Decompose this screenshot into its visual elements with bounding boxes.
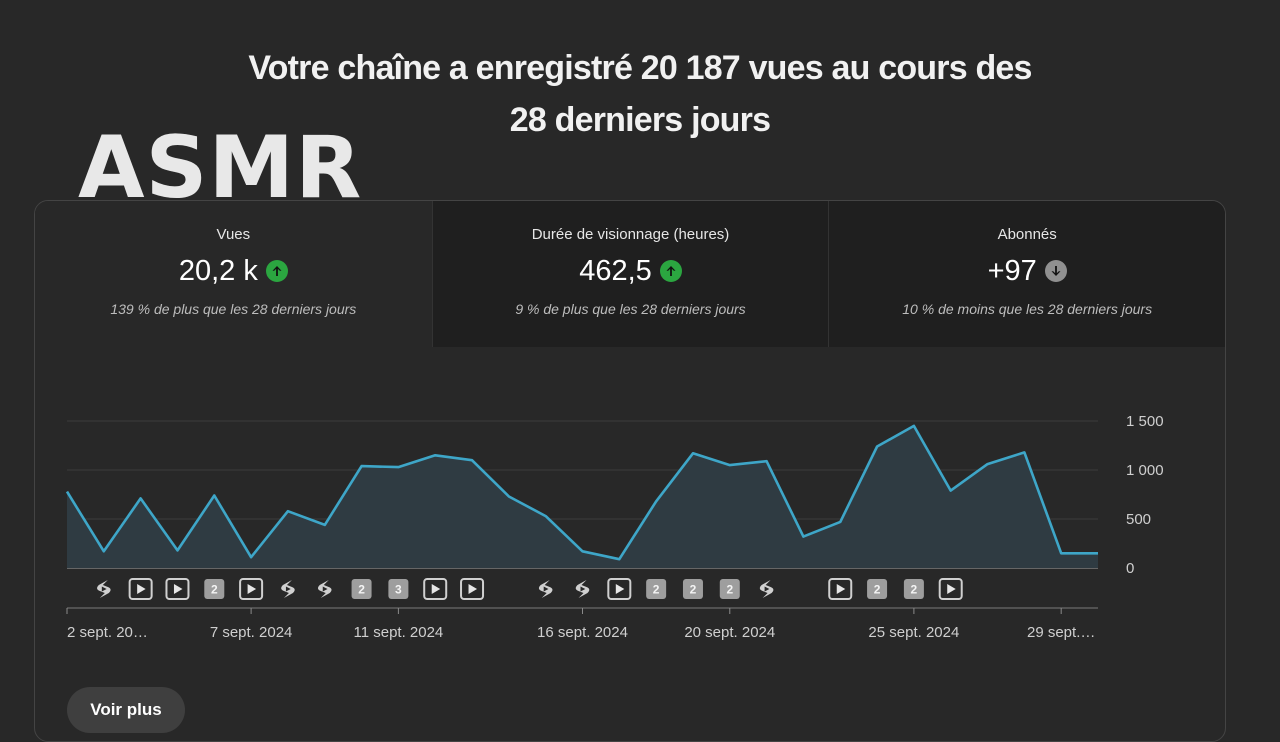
see-more-button[interactable]: Voir plus <box>67 687 185 733</box>
x-tick-label: 20 sept. 2024 <box>684 624 775 641</box>
play-icon-glyph <box>947 584 956 594</box>
tab-value: 20,2 k <box>178 254 258 287</box>
tab-compare: 10 % de moins que les 28 derniers jours <box>902 301 1153 317</box>
tab-value-row: 462,5 <box>433 253 829 289</box>
arrow-up-icon <box>265 260 288 282</box>
play-icon <box>938 578 963 600</box>
count-badge <box>646 579 667 599</box>
play-icon-glyph <box>431 584 441 594</box>
play-icon-glyph <box>173 584 183 594</box>
count-badge-label: 2 <box>726 583 733 597</box>
tab-watch-time[interactable]: Durée de visionnage (heures) 462,5 9 % d… <box>431 201 829 347</box>
tab-value: +97 <box>987 254 1037 287</box>
play-icon <box>165 578 190 600</box>
y-tick-label: 1 000 <box>1126 462 1164 479</box>
arrow-down-icon <box>1044 260 1067 282</box>
x-tick-label: 7 sept. 2024 <box>210 624 293 641</box>
x-tick-label: 25 sept. 2024 <box>868 624 959 641</box>
shorts-icon-glyph <box>764 586 770 592</box>
page-headline: Votre chaîne a enregistré 20 187 vues au… <box>0 42 1280 146</box>
count-badge-label: 2 <box>874 583 881 597</box>
count-badge-label: 2 <box>911 583 918 597</box>
play-icon-glyph <box>247 584 257 594</box>
count-badge <box>903 579 924 599</box>
y-tick-label: 0 <box>1126 560 1134 577</box>
x-tick-label: 2 sept. 20… <box>67 624 148 641</box>
headline-line-1: Votre chaîne a enregistré 20 187 vues au… <box>248 49 1032 87</box>
play-icon <box>128 578 153 600</box>
count-badge <box>388 579 409 599</box>
count-badge-label: 2 <box>653 583 660 597</box>
play-icon <box>607 578 632 600</box>
tab-label: Vues <box>216 226 251 243</box>
count-badge <box>204 579 225 599</box>
tab-label: Abonnés <box>997 226 1057 243</box>
shorts-icon-glyph <box>285 586 291 592</box>
metric-tabs: Vues 20,2 k 139 % de plus que les 28 der… <box>35 201 1225 347</box>
shorts-icon-glyph <box>543 586 549 592</box>
analytics-card: Vues 20,2 k 139 % de plus que les 28 der… <box>34 200 1226 742</box>
play-icon <box>460 578 485 600</box>
shorts-icon-glyph <box>322 586 328 592</box>
count-badge-label: 2 <box>211 583 218 597</box>
count-badge <box>867 579 888 599</box>
tab-value: 462,5 <box>579 254 652 287</box>
tab-value-row: +97 <box>829 253 1225 289</box>
tab-value-row: 20,2 k <box>35 253 432 289</box>
play-icon <box>828 578 853 600</box>
tab-subscribers[interactable]: Abonnés +97 10 % de moins que les 28 der… <box>828 201 1225 347</box>
tab-label: Durée de visionnage (heures) <box>531 226 730 243</box>
play-icon <box>423 578 448 600</box>
count-badge <box>719 579 740 599</box>
shorts-icon-glyph <box>101 586 107 592</box>
tab-compare: 9 % de plus que les 28 derniers jours <box>515 301 746 317</box>
play-icon <box>239 578 264 600</box>
x-tick-label: 11 sept. 2024 <box>353 624 443 641</box>
count-badge <box>351 579 372 599</box>
views-chart: 0 500 1 000 1 500 2 sept. 20… 7 sept. 2024 11 … <box>65 413 1164 641</box>
headline-line-2: 28 derniers jours <box>509 101 771 139</box>
x-tick-label: 29 sept.… <box>1027 624 1095 641</box>
shorts-icon-glyph <box>580 586 586 592</box>
count-badge <box>682 579 703 599</box>
x-tick-label: 16 sept. 2024 <box>537 624 628 641</box>
play-icon-glyph <box>615 584 625 594</box>
play-icon-glyph <box>836 584 846 594</box>
play-icon-glyph <box>468 584 478 594</box>
series-area <box>67 425 1098 568</box>
play-icon-glyph <box>137 584 146 594</box>
series-line <box>65 424 1098 561</box>
count-badge-label: 2 <box>690 583 697 597</box>
arrow-up-icon <box>659 260 682 282</box>
y-tick-label: 500 <box>1126 511 1151 528</box>
count-badge-label: 2 <box>358 583 365 597</box>
tab-compare: 139 % de plus que les 28 derniers jours <box>110 301 357 317</box>
tab-views[interactable]: Vues 20,2 k 139 % de plus que les 28 der… <box>35 201 432 347</box>
count-badge-label: 3 <box>395 583 402 597</box>
y-tick-label: 1 500 <box>1126 413 1164 430</box>
